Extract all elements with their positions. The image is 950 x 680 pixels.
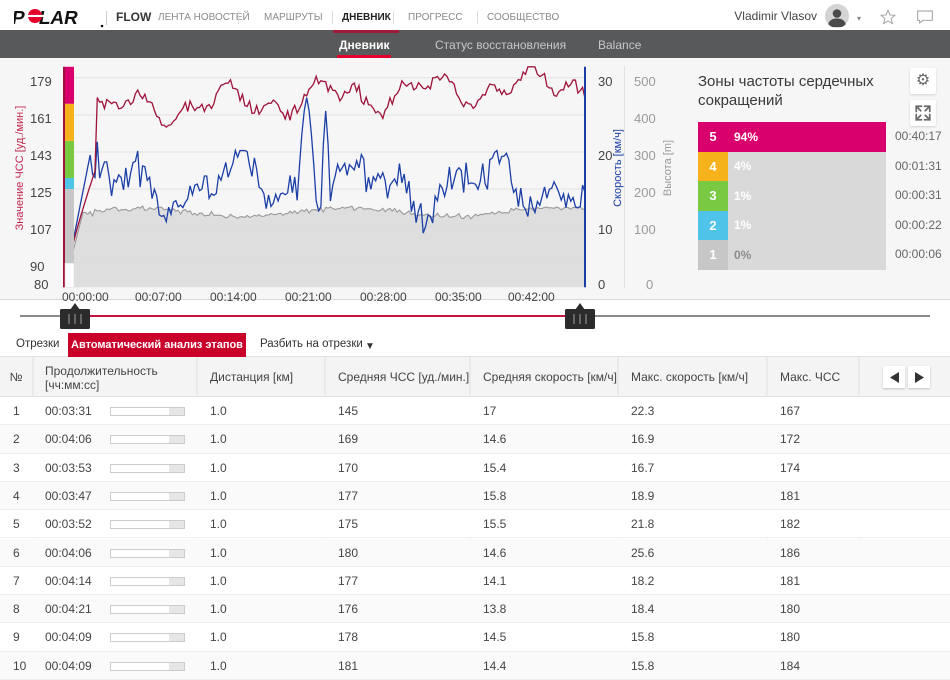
svg-text:LAR: LAR <box>37 8 80 29</box>
svg-text:P: P <box>14 8 27 29</box>
